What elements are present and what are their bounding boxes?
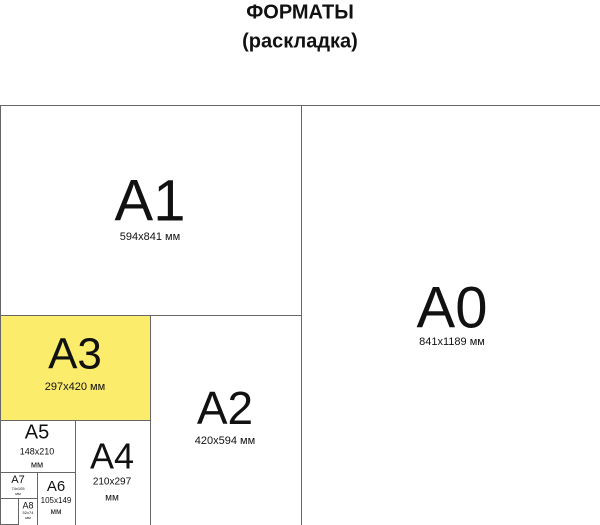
format-size: 420x594 мм (195, 435, 255, 447)
format-label: A0 (417, 275, 488, 340)
format-size: мм (25, 515, 31, 520)
format-size: 74x105 (11, 486, 25, 491)
subtitle: (раскладка) (242, 30, 358, 52)
title: ФОРМАТЫ (246, 1, 354, 23)
format-label: A6 (47, 478, 65, 495)
format-sheet (0, 105, 302, 316)
format-label: A1 (115, 168, 186, 233)
format-sheet (301, 105, 600, 525)
format-size: 841x1189 мм (419, 336, 485, 348)
format-size: мм (51, 507, 62, 516)
format-sheet (150, 315, 302, 525)
format-label: A2 (197, 382, 253, 434)
format-size: 148x210 (20, 446, 55, 456)
format-label: A4 (90, 436, 134, 477)
format-size: мм (31, 459, 43, 469)
format-size: 52x74 (23, 510, 35, 515)
format-label: A5 (25, 421, 49, 443)
format-size: мм (15, 491, 21, 496)
format-sheet (0, 472, 38, 499)
format-sheet (37, 472, 76, 525)
format-label: A7 (11, 474, 24, 486)
format-sheet (0, 315, 151, 421)
format-label: A8 (22, 500, 33, 510)
format-size: 594x841 мм (120, 231, 180, 243)
format-sheet (75, 420, 151, 525)
format-size: 297x420 мм (45, 381, 105, 393)
format-size: 210x297 (93, 477, 132, 488)
format-label: A3 (48, 330, 102, 379)
format-sheet (18, 498, 38, 525)
format-size: 105x149 (41, 496, 72, 505)
format-size: мм (105, 493, 119, 504)
